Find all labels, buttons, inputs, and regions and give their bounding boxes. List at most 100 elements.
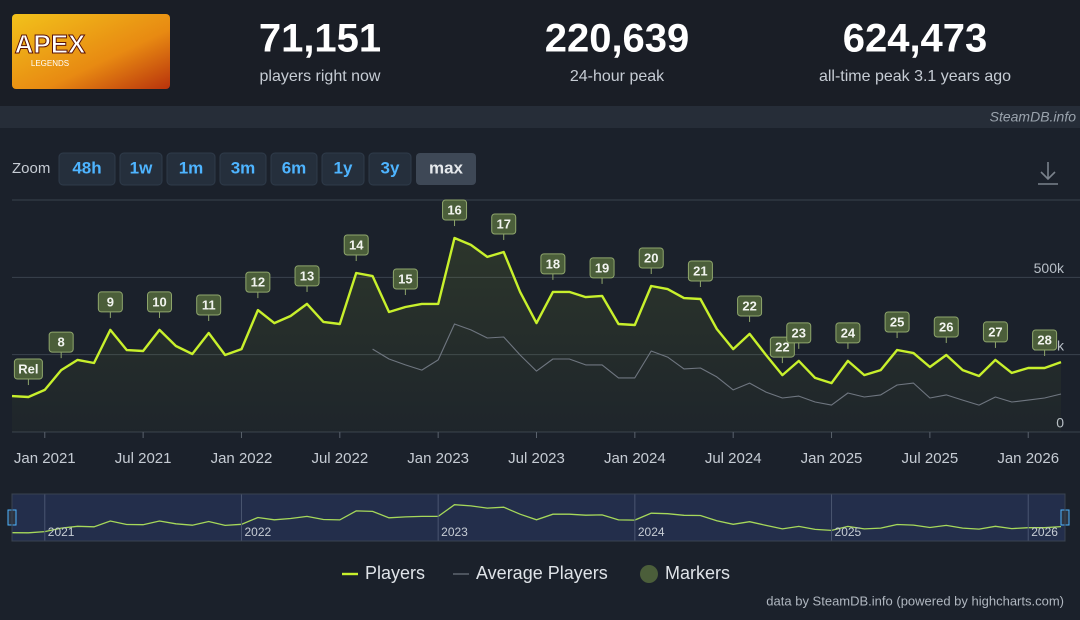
marker[interactable]: 11 [196, 294, 222, 322]
marker[interactable]: Rel [13, 358, 43, 386]
marker-pin [1032, 329, 1058, 351]
marker[interactable]: 22 [737, 295, 763, 322]
zoom-button-bg [119, 152, 163, 186]
marker-label: 15 [398, 271, 412, 286]
zoom-button[interactable]: 1y [321, 152, 365, 186]
marker-label: 26 [939, 319, 953, 334]
zoom-button[interactable]: 1m [166, 152, 216, 186]
logo-subtitle: LEGENDS [31, 59, 69, 68]
series-line [11, 236, 1062, 399]
zoom-button[interactable]: 3y [368, 152, 412, 186]
marker[interactable]: 10 [147, 291, 173, 318]
marker-label: 8 [58, 335, 65, 350]
marker[interactable]: 12 [245, 271, 271, 299]
marker-label: 13 [300, 268, 314, 283]
marker[interactable]: 27 [982, 321, 1008, 348]
marker-label: 27 [988, 324, 1002, 339]
marker-label: 20 [644, 250, 658, 265]
header-band [0, 0, 1080, 106]
x-tick-label: Jul 2022 [311, 450, 368, 467]
marker-label: 11 [202, 297, 216, 312]
navigator-label: 2023 [441, 525, 468, 539]
marker[interactable]: 14 [343, 234, 369, 262]
zoom-button-label: 1w [130, 158, 153, 177]
marker[interactable]: 23 [786, 322, 812, 349]
marker-label: 19 [595, 260, 609, 275]
marker-label: 9 [107, 294, 114, 309]
y-tick-label: 500k [1034, 260, 1065, 276]
marker-pin [147, 291, 173, 313]
marker[interactable]: 17 [491, 213, 517, 240]
marker[interactable]: 16 [442, 199, 468, 227]
marker-pin [884, 311, 910, 333]
zoom-button[interactable]: 1w [119, 152, 163, 186]
marker-pin [13, 358, 43, 380]
navigator-line [11, 504, 1062, 534]
marker-label: 23 [792, 325, 806, 340]
x-tick-label: Jan 2023 [407, 450, 469, 467]
x-tick-label: Jan 2026 [997, 450, 1059, 467]
legend-item[interactable]: Markers [640, 563, 730, 583]
marker[interactable]: 9 [97, 291, 123, 318]
marker[interactable]: 13 [294, 265, 320, 292]
marker-label: 21 [693, 263, 707, 278]
marker-pin [638, 247, 664, 269]
marker-label: 10 [152, 294, 166, 309]
zoom-button[interactable]: 3m [219, 152, 267, 186]
legend-item[interactable]: Average Players [453, 563, 608, 583]
marker[interactable]: 15 [392, 268, 418, 296]
zoom-button-bg [219, 152, 267, 186]
marker[interactable]: 25 [884, 311, 910, 339]
marker[interactable]: 8 [48, 331, 74, 359]
marker-pin [294, 265, 320, 287]
zoom-button[interactable]: 48h [58, 152, 116, 186]
marker-pin [589, 257, 615, 279]
legend-item[interactable]: Players [342, 563, 425, 583]
watermark: SteamDB.info [990, 109, 1077, 125]
marker[interactable]: 28 [1032, 329, 1058, 356]
navigator-label: 2024 [638, 525, 665, 539]
navigator-selection [12, 494, 1065, 541]
game-logo [12, 14, 170, 89]
x-tick-label: Jul 2023 [508, 450, 565, 467]
players-area [12, 238, 1061, 432]
marker[interactable]: 26 [933, 316, 959, 343]
zoom-button-bg [58, 152, 116, 186]
navigator-frame [11, 493, 1066, 542]
marker-pin [196, 294, 222, 316]
x-tick-label: Jul 2021 [115, 450, 172, 467]
stat-label: players right now [260, 68, 381, 85]
x-tick-label: Jan 2024 [604, 450, 666, 467]
marker-pin [392, 268, 418, 290]
zoom-button-bg [416, 153, 476, 185]
marker-pin [786, 322, 812, 344]
marker-pin [540, 253, 566, 275]
legend-label: Players [365, 563, 425, 583]
marker-label: 25 [890, 314, 904, 329]
marker[interactable]: 18 [540, 253, 566, 280]
marker-pin [97, 291, 123, 313]
download-icon[interactable] [1038, 162, 1058, 185]
x-tick-label: Jul 2025 [902, 450, 959, 467]
x-tick-label: Jan 2022 [211, 450, 273, 467]
marker[interactable]: 24 [835, 322, 861, 349]
legend-label: Markers [665, 563, 730, 583]
x-tick-label: Jan 2025 [801, 450, 863, 467]
marker[interactable]: 21 [687, 260, 713, 287]
marker[interactable]: 19 [589, 257, 615, 284]
marker-label: 17 [496, 216, 510, 231]
navigator-label: 2026 [1031, 525, 1058, 539]
stat-value: 71,151 [259, 17, 381, 61]
zoom-button[interactable]: 6m [270, 152, 318, 186]
marker[interactable]: 20 [638, 247, 664, 274]
zoom-button-bg [166, 152, 216, 186]
zoom-button[interactable]: max [416, 153, 476, 185]
legend-label: Average Players [476, 563, 608, 583]
marker-label: 28 [1037, 332, 1051, 347]
legend: Players Average Players Markers [342, 563, 730, 583]
marker-pin [245, 271, 271, 293]
zoom-button-bg [368, 152, 412, 186]
marker-pin [737, 295, 763, 317]
credit: data by SteamDB.info (powered by highcha… [766, 593, 1064, 608]
zoom-button-bg [270, 152, 318, 186]
